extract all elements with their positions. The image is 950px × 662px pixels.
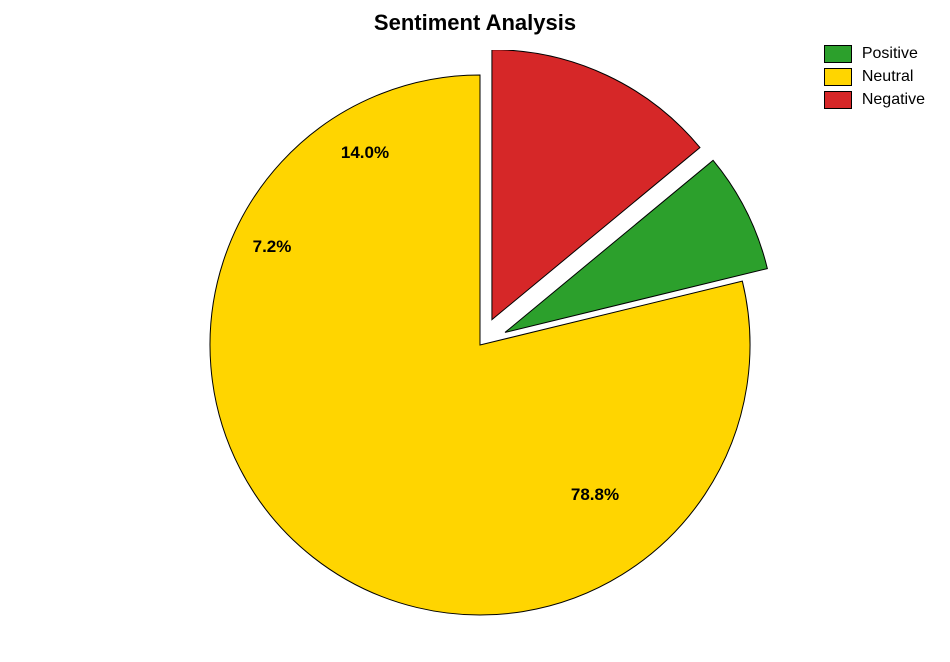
pie-label-positive: 7.2%	[253, 237, 292, 256]
chart-legend: Positive Neutral Negative	[824, 45, 925, 114]
legend-item: Negative	[824, 91, 925, 109]
legend-label: Positive	[862, 45, 918, 63]
chart-title: Sentiment Analysis	[0, 0, 950, 36]
pie-label-negative: 14.0%	[341, 143, 389, 162]
sentiment-analysis-chart: Sentiment Analysis 78.8% 7.2% 14.0% Positi…	[0, 0, 950, 662]
pie-label-neutral: 78.8%	[571, 485, 619, 504]
legend-label: Neutral	[862, 68, 914, 86]
pie-chart: 78.8% 7.2% 14.0%	[195, 50, 775, 640]
legend-item: Positive	[824, 45, 925, 63]
legend-swatch-negative	[824, 91, 852, 109]
legend-swatch-neutral	[824, 68, 852, 86]
legend-label: Negative	[862, 91, 925, 109]
legend-swatch-positive	[824, 45, 852, 63]
legend-item: Neutral	[824, 68, 925, 86]
